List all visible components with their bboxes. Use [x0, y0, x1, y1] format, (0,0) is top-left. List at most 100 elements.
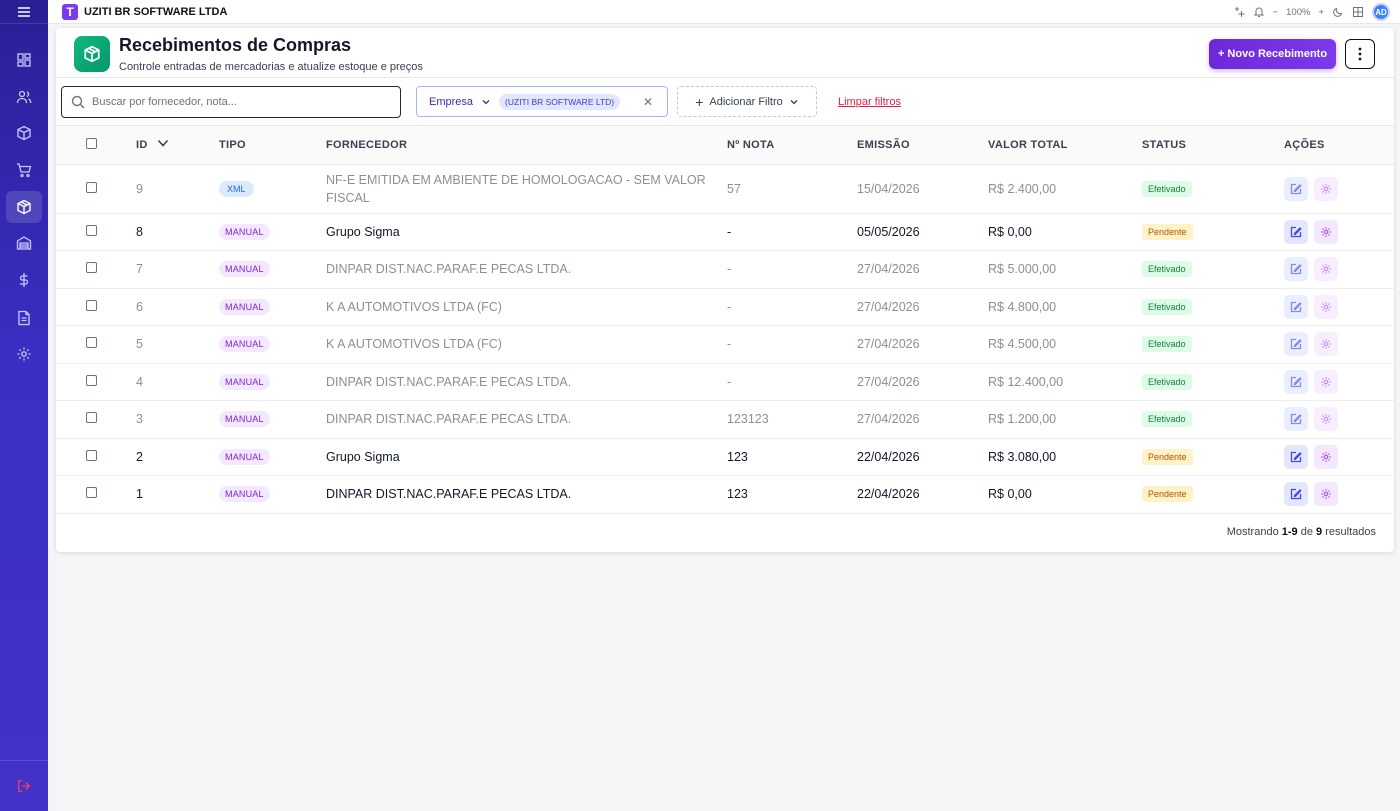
sidebar: [0, 0, 48, 811]
logout-button[interactable]: [0, 760, 48, 811]
bell-icon[interactable]: [1253, 6, 1265, 18]
row-fornecedor: DINPAR DIST.NAC.PARAF.E PECAS LTDA.: [326, 250, 727, 289]
column-id[interactable]: ID: [136, 126, 219, 165]
edit-button[interactable]: [1284, 219, 1308, 244]
document-icon: [18, 310, 30, 326]
table-row[interactable]: 5 MANUAL K A AUTOMOTIVOS LTDA (FC) -27/04/2…: [56, 325, 1394, 364]
sidebar-item-products[interactable]: [6, 117, 42, 149]
status-badge: Efetivado: [1142, 298, 1192, 315]
table-row[interactable]: 4 MANUAL DINPAR DIST.NAC.PARAF.E PECAS LTD…: [56, 363, 1394, 401]
table-row[interactable]: 1 MANUAL DINPAR DIST.NAC.PARAF.E PECAS LTD…: [56, 475, 1394, 514]
edit-button[interactable]: [1284, 369, 1308, 394]
filter-bar: Empresa (UZITI BR SOFTWARE LTD) ✕ + Adic…: [56, 78, 1394, 126]
hamburger-icon[interactable]: [17, 6, 31, 18]
sidebar-item-warehouse[interactable]: [6, 227, 42, 259]
settings-button[interactable]: [1314, 444, 1338, 469]
company-name[interactable]: UZITI BR SOFTWARE LTDA: [84, 5, 228, 18]
sidebar-item-dashboard[interactable]: [6, 44, 42, 76]
row-checkbox[interactable]: [86, 181, 97, 193]
row-checkbox[interactable]: [86, 299, 97, 311]
cart-icon: [17, 163, 32, 178]
row-id: 7: [136, 250, 219, 289]
row-valor: R$ 4.500,00: [988, 325, 1142, 364]
status-badge: Efetivado: [1142, 180, 1192, 197]
table-row[interactable]: 3 MANUAL DINPAR DIST.NAC.PARAF.E PECAS LTD…: [56, 400, 1394, 439]
settings-button[interactable]: [1314, 294, 1338, 319]
row-fornecedor: DINPAR DIST.NAC.PARAF.E PECAS LTDA.: [326, 363, 727, 401]
table-row[interactable]: 2 MANUAL Grupo Sigma 123 22/04/2026 R$ 3.080,…: [56, 438, 1394, 476]
sidebar-item-sales[interactable]: [6, 154, 42, 186]
grid-icon[interactable]: [1352, 6, 1364, 18]
sidebar-item-settings[interactable]: [6, 338, 42, 370]
row-checkbox[interactable]: [86, 487, 97, 499]
row-nota: 57: [727, 164, 857, 214]
edit-button[interactable]: [1284, 407, 1308, 432]
sparkles-icon[interactable]: [1233, 6, 1245, 18]
edit-icon: [1290, 451, 1302, 462]
plus-icon: +: [695, 93, 704, 110]
row-fornecedor: DINPAR DIST.NAC.PARAF.E PECAS LTDA.: [326, 400, 727, 439]
sidebar-item-users[interactable]: [6, 81, 42, 113]
theme-moon-icon[interactable]: [1332, 6, 1344, 18]
more-options-button[interactable]: [1345, 39, 1375, 69]
settings-button[interactable]: [1314, 332, 1338, 357]
edit-button[interactable]: [1284, 176, 1308, 201]
sidebar-item-finance[interactable]: [6, 264, 42, 296]
edit-button[interactable]: [1284, 294, 1308, 319]
settings-button[interactable]: [1314, 219, 1338, 244]
row-checkbox[interactable]: [86, 337, 97, 349]
search-box[interactable]: [61, 86, 401, 118]
chevron-down-icon: [790, 99, 798, 104]
sidebar-item-reports[interactable]: [6, 302, 42, 334]
add-filter-label: Adicionar Filtro: [709, 95, 783, 108]
app-logo: T: [62, 3, 78, 20]
status-badge: Efetivado: [1142, 261, 1192, 278]
menu-toggle[interactable]: [0, 0, 48, 24]
gear-icon: [1321, 183, 1331, 194]
remove-filter-icon[interactable]: ✕: [642, 95, 653, 109]
edit-button[interactable]: [1284, 257, 1308, 282]
row-nota: -: [727, 213, 857, 251]
settings-button[interactable]: [1314, 257, 1338, 282]
table-row[interactable]: 7 MANUAL DINPAR DIST.NAC.PARAF.E PECAS LTD…: [56, 250, 1394, 289]
row-checkbox[interactable]: [86, 374, 97, 386]
chevron-down-icon[interactable]: [157, 138, 169, 148]
select-all-checkbox[interactable]: [86, 137, 97, 149]
row-checkbox[interactable]: [86, 449, 97, 461]
table-row[interactable]: 6 MANUAL K A AUTOMOTIVOS LTDA (FC) -27/04/2…: [56, 288, 1394, 326]
edit-button[interactable]: [1284, 332, 1308, 357]
empresa-filter-chip[interactable]: Empresa (UZITI BR SOFTWARE LTD) ✕: [416, 86, 668, 117]
row-fornecedor: NF-E EMITIDA EM AMBIENTE DE HOMOLOGACAO …: [326, 164, 727, 214]
row-checkbox[interactable]: [86, 224, 97, 236]
page-subtitle: Controle entradas de mercadorias e atual…: [119, 61, 423, 73]
row-checkbox[interactable]: [86, 262, 97, 274]
table-row[interactable]: 9 XML NF-E EMITIDA EM AMBIENTE DE HOMOLOGA…: [56, 164, 1394, 214]
row-checkbox[interactable]: [86, 412, 97, 424]
avatar[interactable]: AD: [1372, 3, 1390, 21]
edit-icon: [1290, 339, 1302, 350]
sidebar-item-receipts[interactable]: [6, 191, 42, 223]
new-receipt-button[interactable]: + Novo Recebimento: [1209, 39, 1336, 69]
dashboard-icon: [17, 53, 31, 67]
edit-button[interactable]: [1284, 444, 1308, 469]
settings-button[interactable]: [1314, 369, 1338, 394]
settings-button[interactable]: [1314, 407, 1338, 432]
settings-button[interactable]: [1314, 176, 1338, 201]
clear-filters-link[interactable]: Limpar filtros: [838, 96, 901, 108]
gear-icon: [1321, 339, 1331, 350]
zoom-out-button[interactable]: −: [1272, 6, 1279, 18]
edit-button[interactable]: [1284, 482, 1308, 507]
type-badge: MANUAL: [219, 261, 270, 278]
add-filter-button[interactable]: + Adicionar Filtro: [677, 86, 817, 117]
search-input[interactable]: [92, 96, 382, 108]
column-nota: Nº NOTA: [727, 126, 857, 165]
row-id: 9: [136, 164, 219, 214]
row-emissao: 27/04/2026: [857, 363, 988, 401]
zoom-in-button[interactable]: +: [1318, 6, 1324, 18]
settings-button[interactable]: [1314, 482, 1338, 507]
type-badge: MANUAL: [219, 448, 270, 465]
table-row[interactable]: 8 MANUAL Grupo Sigma -05/05/2026 R$ 0,00 Pend…: [56, 213, 1394, 251]
row-fornecedor: DINPAR DIST.NAC.PARAF.E PECAS LTDA.: [326, 475, 727, 514]
gear-icon: [1321, 264, 1331, 275]
status-badge: Efetivado: [1142, 336, 1192, 353]
